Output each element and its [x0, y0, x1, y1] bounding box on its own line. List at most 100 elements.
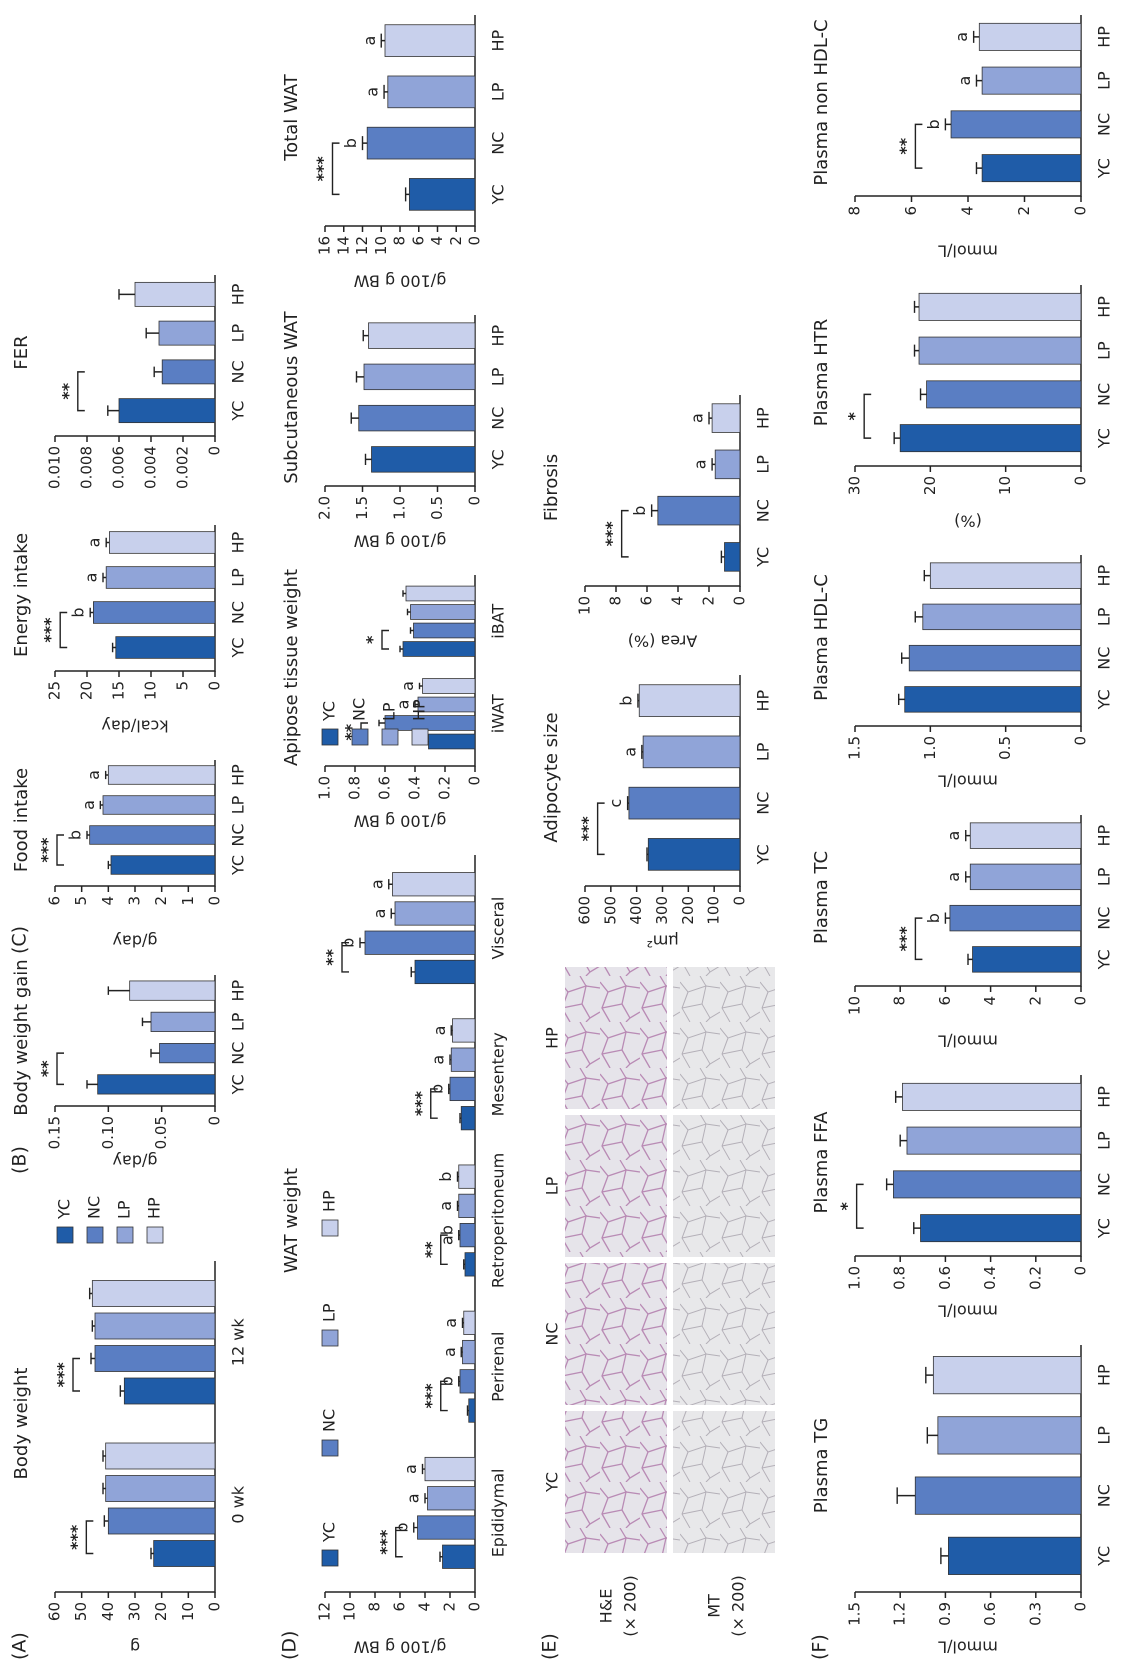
y-tick-label: 30 — [126, 1602, 144, 1621]
significance-label: *** — [38, 837, 57, 863]
bar — [393, 873, 476, 896]
y-tick-label: 0.3 — [1026, 1602, 1044, 1626]
chart-title: Fibrosis — [541, 454, 562, 521]
group-letter: b — [924, 913, 943, 923]
y-tick-label: 0.2 — [1026, 1266, 1044, 1290]
legend-swatch — [352, 729, 368, 745]
row-magnification: (× 200) — [729, 1575, 748, 1637]
error-bar — [357, 371, 365, 382]
bar — [465, 1253, 475, 1276]
y-tick-label: 8 — [607, 596, 625, 606]
error-bar — [142, 1018, 151, 1027]
micrograph — [565, 1263, 667, 1405]
significance-label: * — [363, 635, 382, 644]
error-bar — [902, 652, 910, 663]
bar — [90, 826, 215, 845]
error-bar — [363, 136, 368, 150]
bar — [106, 1443, 215, 1469]
y-tick-label: 200 — [679, 896, 697, 925]
bar — [459, 1165, 475, 1188]
x-tick-label: 0 wk — [229, 1485, 248, 1523]
error-bar — [351, 412, 359, 423]
bar — [463, 1340, 476, 1363]
group-letter: b — [630, 506, 649, 516]
x-tick-label: LP — [489, 82, 508, 101]
chart-title: Body weight — [11, 1368, 32, 1480]
legend-swatch — [322, 729, 338, 745]
y-tick-label: 1.5 — [353, 496, 371, 520]
bar — [950, 905, 1081, 931]
micrograph — [565, 1115, 667, 1257]
column-label: YC — [543, 1472, 562, 1493]
y-tick-label: 2 — [152, 896, 170, 906]
micrograph — [673, 1263, 775, 1405]
chart-title: Plasma TC — [811, 851, 832, 944]
bar — [111, 856, 215, 875]
x-tick-label: NC — [1095, 1173, 1114, 1196]
x-tick-label: Retroperitoneum — [489, 1153, 508, 1288]
column-label: HP — [543, 1027, 562, 1049]
y-tick-label: 0 — [731, 896, 749, 906]
error-bar — [712, 458, 715, 471]
y-tick-label: 2 — [447, 236, 465, 246]
error-bar — [391, 908, 395, 918]
significance-bracket — [382, 631, 389, 650]
micrograph — [673, 967, 775, 1109]
y-tick-label: 0.4 — [981, 1266, 999, 1290]
bar — [919, 293, 1081, 320]
x-tick-label: LP — [489, 367, 508, 386]
bar — [108, 1508, 215, 1534]
y-axis-label: g/day — [113, 1152, 158, 1171]
bar — [385, 716, 475, 731]
bar — [135, 282, 215, 306]
y-tick-label: 14 — [334, 236, 352, 255]
y-tick-label: 0.8 — [891, 1266, 909, 1290]
bar — [365, 931, 475, 954]
y-tick-label: 2 — [441, 1602, 459, 1612]
panel-label: (F) — [809, 1634, 831, 1660]
bar — [725, 543, 741, 572]
y-tick-label: 1.5 — [846, 1602, 864, 1626]
significance-bracket — [86, 1521, 93, 1554]
x-tick-label: HP — [1095, 1364, 1114, 1386]
y-axis-label: g/day — [113, 932, 158, 951]
error-bar — [941, 1548, 949, 1564]
bar — [948, 1537, 1081, 1574]
chart-title: FER — [11, 335, 32, 369]
x-tick-label: YC — [229, 401, 248, 422]
y-tick-label: 0 — [1072, 996, 1090, 1006]
significance-bracket — [857, 1184, 864, 1228]
group-letter: a — [952, 32, 971, 42]
chart-title: Food intake — [11, 768, 32, 872]
y-tick-label: 6 — [409, 236, 427, 246]
y-tick-label: 0 — [466, 496, 484, 506]
y-tick-label: 600 — [576, 896, 594, 925]
group-letter: a — [955, 76, 974, 86]
group-letter: a — [367, 879, 386, 889]
chart-title: Energy intake — [11, 533, 32, 657]
x-tick-label: HP — [489, 324, 508, 346]
y-tick-label: 0.010 — [46, 446, 64, 489]
y-axis-label: kcal/day — [101, 717, 168, 736]
error-bar — [945, 912, 950, 923]
y-tick-label: 8 — [891, 996, 909, 1006]
y-tick-label: 0.8 — [346, 776, 364, 800]
error-bar — [400, 646, 403, 653]
x-tick-label: NC — [229, 823, 248, 846]
bar — [639, 685, 740, 717]
x-tick-label: NC — [754, 499, 773, 522]
y-tick-label: 0.6 — [936, 1266, 954, 1290]
y-tick-label: 12 — [353, 236, 371, 255]
bar — [106, 1476, 215, 1502]
significance-label: *** — [376, 1529, 395, 1555]
legend-swatch — [322, 1440, 338, 1456]
x-tick-label: LP — [1095, 341, 1114, 360]
y-axis-label: mmol/L — [938, 772, 998, 791]
x-tick-label: YC — [229, 1074, 248, 1095]
column-label: NC — [543, 1322, 562, 1345]
bar — [418, 1516, 476, 1539]
x-tick-label: HP — [1095, 1086, 1114, 1108]
x-tick-label: HP — [229, 531, 248, 553]
bar — [905, 687, 1081, 713]
y-tick-label: 4 — [428, 236, 446, 246]
